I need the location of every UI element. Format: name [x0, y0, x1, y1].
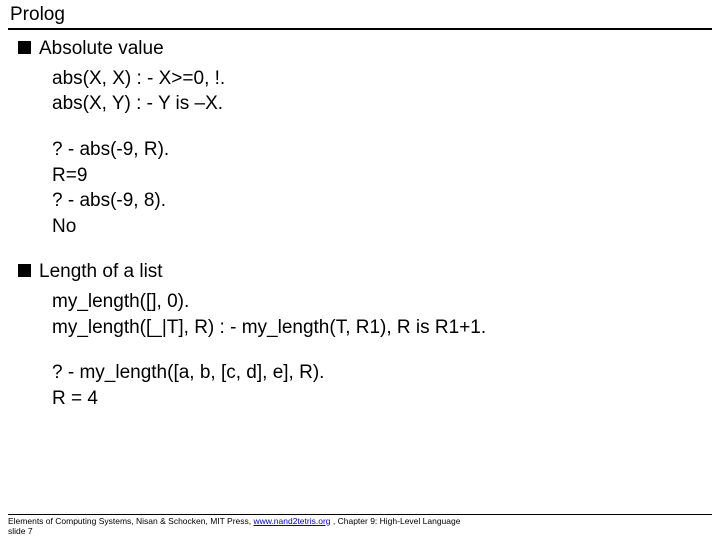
content-area: Absolute value abs(X, X) : - X>=0, !. ab… — [8, 36, 712, 412]
bullet-heading-length: Length of a list — [39, 259, 163, 285]
code-line: my_length([_|T], R) : - my_length(T, R1)… — [18, 315, 712, 341]
spacer — [18, 340, 712, 360]
code-line: my_length([], 0). — [18, 289, 712, 315]
slide-container: Prolog Absolute value abs(X, X) : - X>=0… — [0, 0, 720, 540]
footer: Elements of Computing Systems, Nisan & S… — [8, 514, 712, 536]
bullet-heading-abs: Absolute value — [39, 36, 164, 62]
query-line: R = 4 — [18, 386, 712, 412]
slide-title: Prolog — [8, 4, 712, 26]
footer-suffix: , Chapter 9: High-Level Language — [331, 516, 461, 526]
query-line: ? - my_length([a, b, [c, d], e], R). — [18, 360, 712, 386]
code-line: abs(X, X) : - X>=0, !. — [18, 66, 712, 92]
square-bullet-icon — [18, 41, 31, 54]
query-line: R=9 — [18, 163, 712, 189]
bullet-item-length: Length of a list — [18, 259, 712, 285]
query-line: ? - abs(-9, R). — [18, 137, 712, 163]
code-line: abs(X, Y) : - Y is –X. — [18, 91, 712, 117]
bullet-item-abs: Absolute value — [18, 36, 712, 62]
square-bullet-icon — [18, 264, 31, 277]
query-line: No — [18, 214, 712, 240]
footer-prefix: Elements of Computing Systems, Nisan & S… — [8, 516, 254, 526]
spacer — [18, 117, 712, 137]
query-line: ? - abs(-9, 8). — [18, 188, 712, 214]
spacer — [18, 239, 712, 259]
footer-slide-number: slide 7 — [8, 526, 33, 536]
footer-link[interactable]: www.nand2tetris.org — [254, 516, 331, 526]
title-rule — [8, 28, 712, 30]
